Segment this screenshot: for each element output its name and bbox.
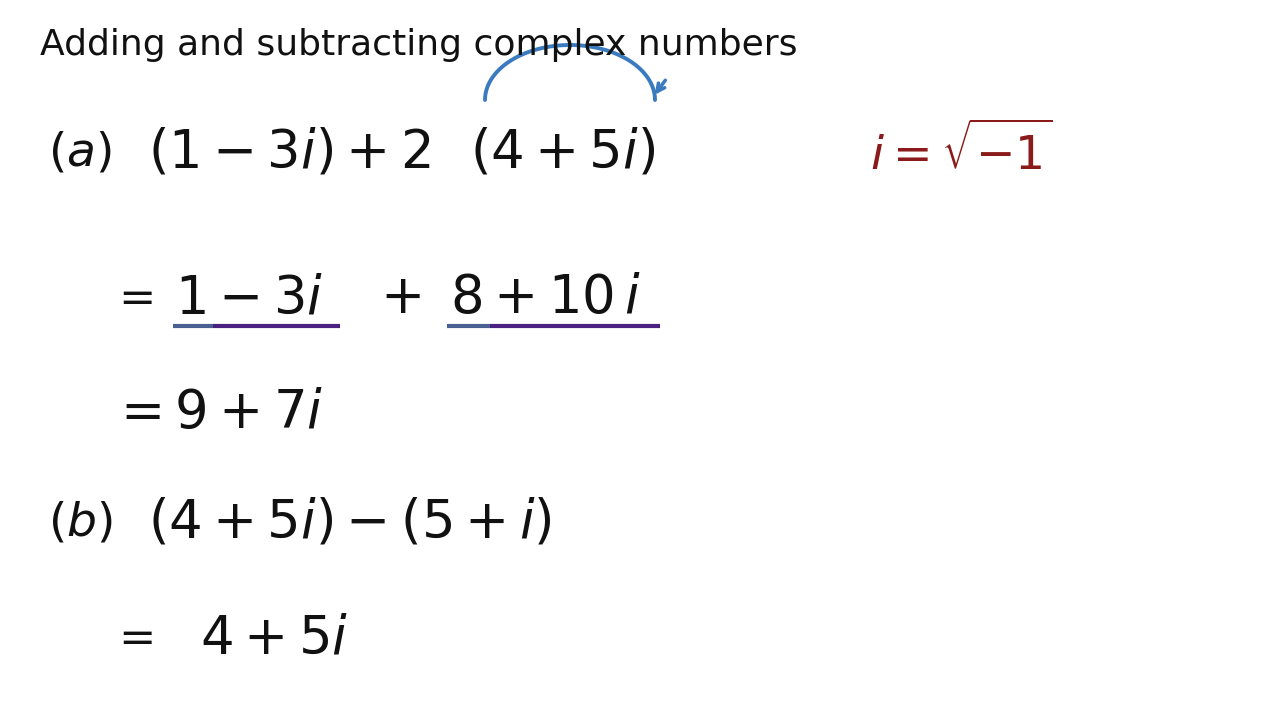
Text: Adding and subtracting complex numbers: Adding and subtracting complex numbers [40, 28, 797, 62]
Text: $i=\sqrt{-1}$: $i=\sqrt{-1}$ [870, 125, 1052, 181]
Text: $(4+5i)$: $(4+5i)$ [470, 127, 655, 179]
Text: $8+10\,i$: $8+10\,i$ [451, 272, 640, 324]
Text: $= 9+7i$: $= 9+7i$ [110, 387, 323, 439]
Text: $4+5i$: $4+5i$ [200, 612, 348, 664]
Text: $=$: $=$ [110, 617, 154, 660]
Text: $(4+5i)-(5+i)$: $(4+5i)-(5+i)$ [148, 497, 552, 549]
Text: $1-3i$: $1-3i$ [175, 272, 324, 324]
Text: $(a)$: $(a)$ [49, 131, 111, 175]
Text: $(b)$: $(b)$ [49, 500, 113, 546]
Text: $(1-3i)+2$: $(1-3i)+2$ [148, 127, 430, 179]
Text: $=$: $=$ [110, 276, 154, 320]
Text: $+$: $+$ [380, 272, 421, 324]
